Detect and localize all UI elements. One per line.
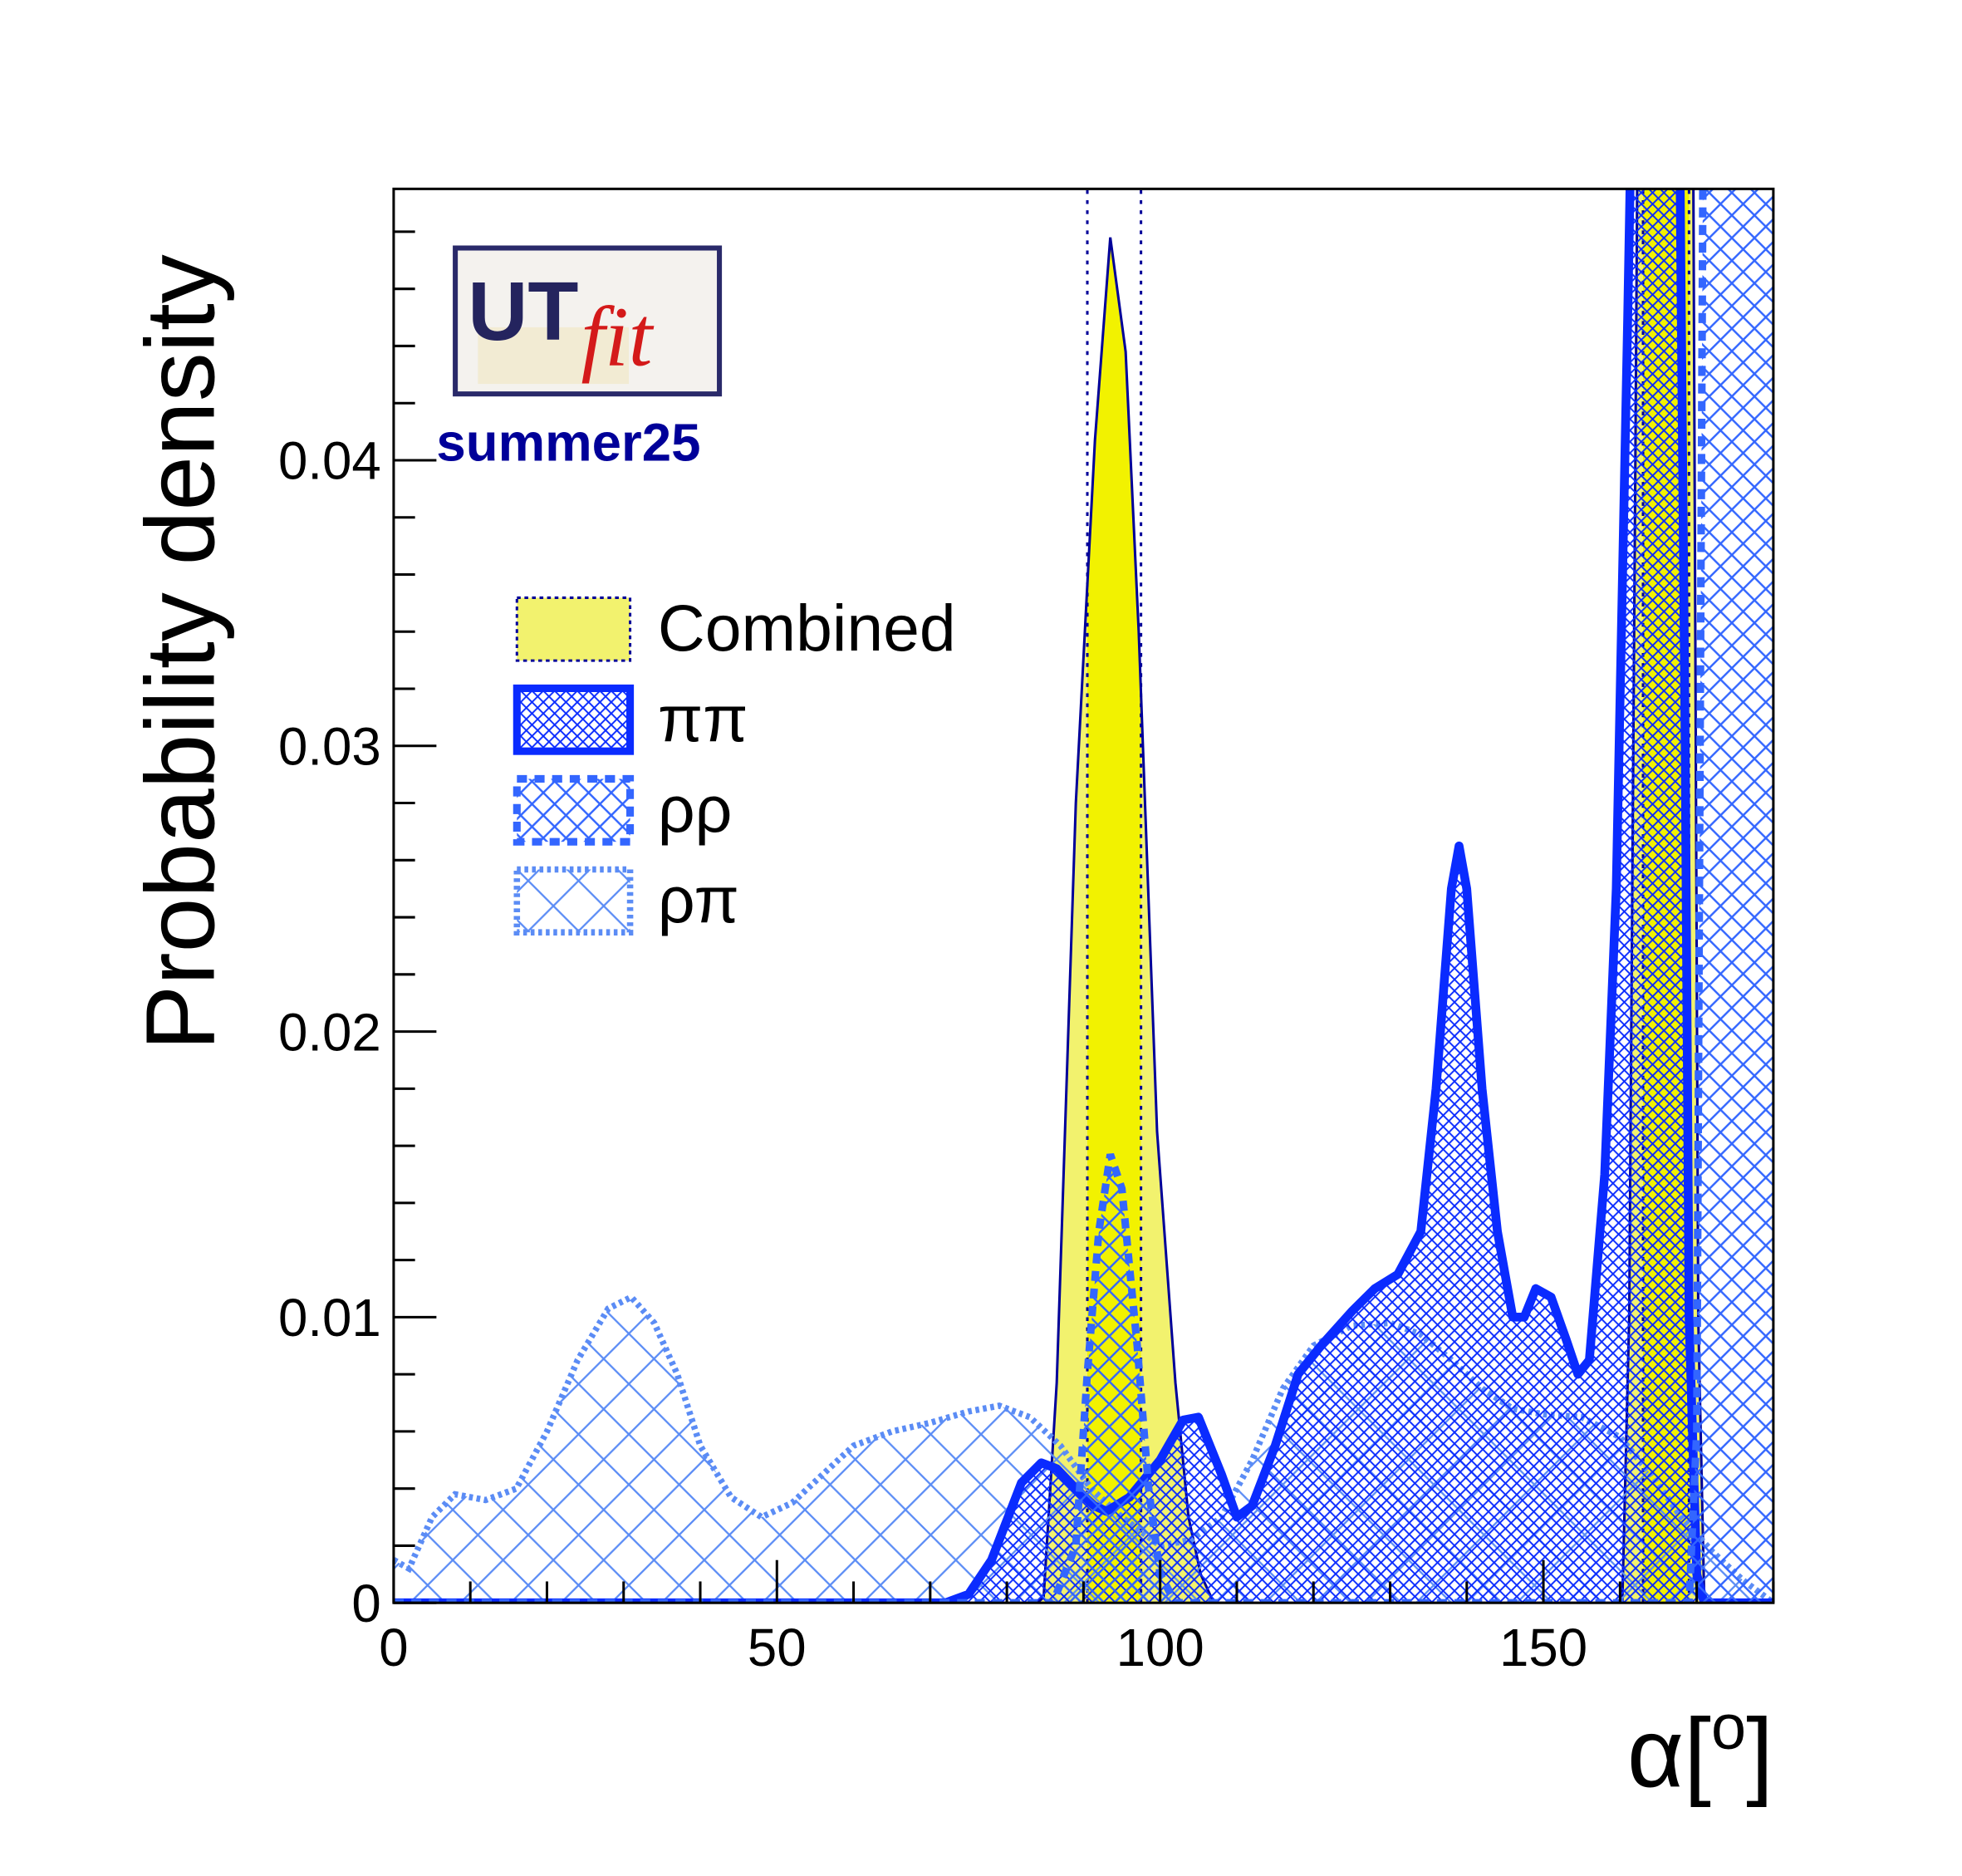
legend-item-combined: Combined [515,592,956,665]
y-tick-label: 0.04 [278,432,381,491]
y-tick-label: 0.01 [278,1289,381,1348]
x-tick-label: 150 [1499,1618,1587,1677]
series-rhopi-line [393,1293,1773,1603]
x-axis-label: α[o] [1627,1692,1773,1808]
legend-swatch [513,866,634,936]
series-combined-area [393,189,1773,1603]
logo-fit: fit [581,289,655,384]
legend-label: ππ [658,682,748,755]
y-tick-label: 0.03 [278,717,381,776]
x-tick-label: 50 [748,1618,807,1677]
series-pipi-area [393,189,1773,1603]
logo-ut: UT [468,266,578,358]
legend-label: ρπ [658,863,739,936]
series-rhorho-line [393,189,1707,1603]
legend-label: Combined [658,592,956,665]
legend-swatch [513,684,635,755]
legend-swatch [515,596,632,662]
axes: 0 50 100 150 0 0.01 0.02 0.03 0.04 [278,230,1775,1677]
y-tick-label: 0 [351,1574,380,1633]
x-tick-label: 0 [379,1618,408,1677]
y-axis-label: Probability density [125,254,235,1050]
legend-label: ρρ [658,773,733,846]
edition-label: summer25 [436,413,700,472]
legend-item-rhorho: ρρ [513,773,733,846]
y-tick-label: 0.02 [278,1003,381,1062]
legend: Combined ππ ρρ ρπ [513,592,956,936]
x-tick-label: 100 [1116,1618,1204,1677]
legend-swatch [513,774,635,846]
legend-item-rhopi: ρπ [513,863,739,936]
utfit-logo: UT fit [453,245,723,397]
plot-area [393,189,1773,1603]
legend-item-pipi: ππ [513,682,748,755]
